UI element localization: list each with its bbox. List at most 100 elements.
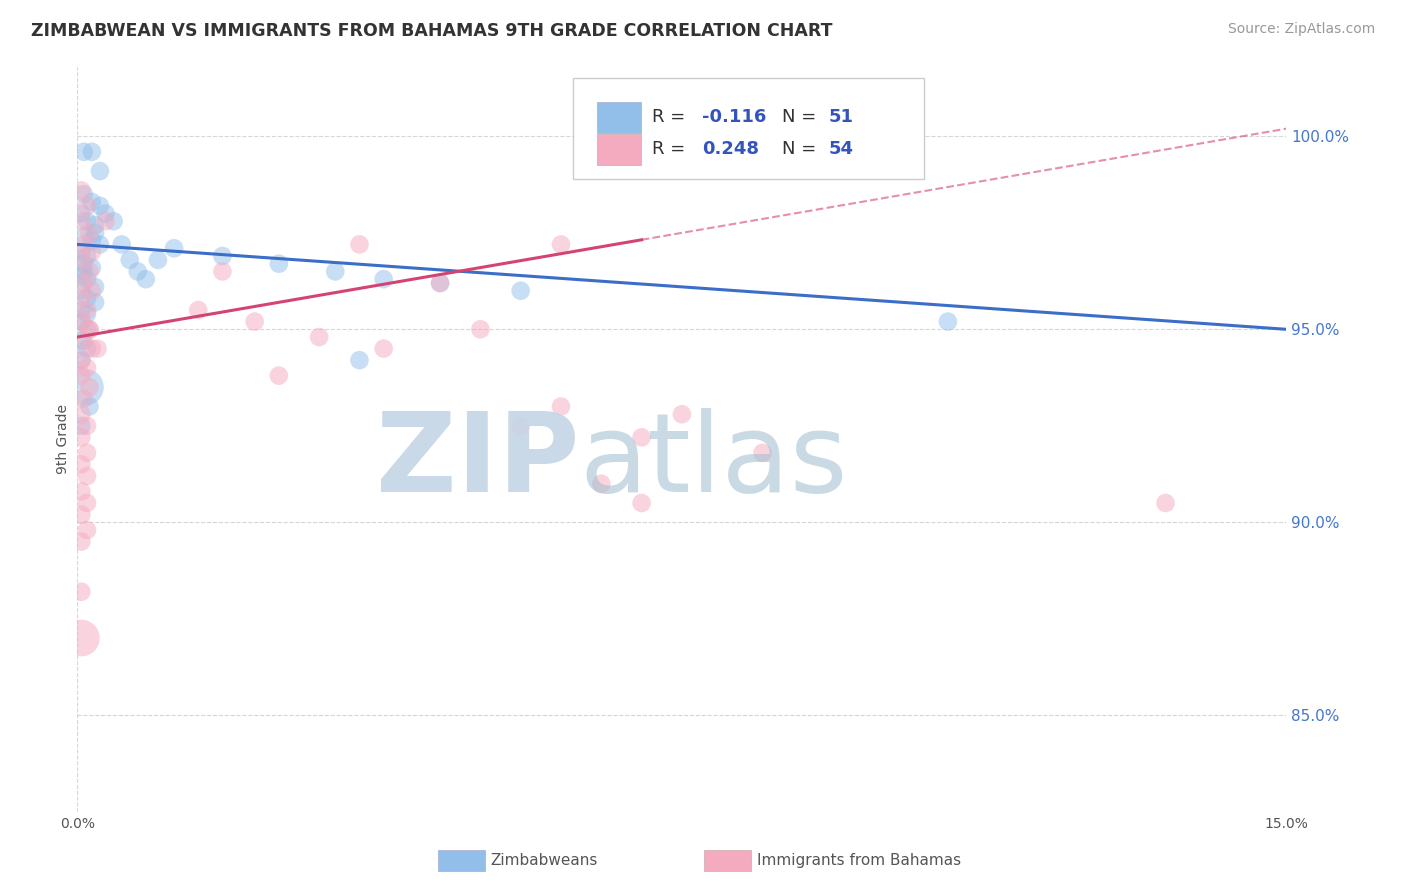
FancyBboxPatch shape (703, 850, 751, 871)
Point (373, 342, 395, 356)
Point (84, 280, 107, 294)
FancyBboxPatch shape (598, 134, 641, 165)
Point (76, 249, 98, 263)
Point (187, 303, 209, 318)
Point (550, 237, 572, 252)
Point (76, 446, 98, 460)
Point (76, 272, 98, 286)
Point (509, 418, 531, 433)
Point (509, 284, 531, 298)
Point (70, 315, 93, 329)
Point (80, 234, 103, 248)
Point (76, 496, 98, 510)
Point (84, 226, 107, 240)
Point (70, 430, 93, 444)
Point (79, 400, 101, 414)
Point (70, 368, 93, 383)
Point (80, 145, 103, 159)
Point (86, 342, 108, 356)
Point (73, 264, 96, 278)
Point (89, 199, 111, 213)
Point (73, 237, 96, 252)
Text: ZIP: ZIP (375, 409, 579, 516)
Point (80, 342, 103, 356)
Text: Immigrants from Bahamas: Immigrants from Bahamas (756, 853, 962, 868)
Point (70, 303, 93, 318)
Point (76, 418, 98, 433)
Point (79, 380, 101, 394)
Point (94, 206, 117, 220)
Point (591, 145, 613, 159)
Point (630, 430, 652, 444)
Point (73, 145, 96, 159)
Point (267, 368, 290, 383)
Point (70, 631, 93, 645)
Point (671, 407, 693, 421)
Point (89, 237, 111, 252)
Point (80, 260, 103, 275)
Point (73, 334, 96, 348)
Point (76, 199, 98, 213)
Point (429, 276, 451, 290)
Point (76, 342, 98, 356)
Point (79, 322, 101, 336)
Point (1154, 496, 1177, 510)
FancyBboxPatch shape (574, 78, 924, 178)
Point (79, 264, 101, 278)
Point (70, 418, 93, 433)
Point (75, 380, 97, 394)
Point (211, 249, 233, 263)
Text: N =: N = (782, 140, 823, 158)
Point (79, 226, 101, 240)
Point (84, 295, 107, 310)
Point (76, 292, 98, 306)
Point (79, 322, 101, 336)
Point (70, 252, 93, 267)
Y-axis label: 9th Grade: 9th Grade (56, 404, 70, 475)
Point (111, 237, 134, 252)
Point (70, 508, 93, 522)
Point (146, 252, 169, 267)
Point (550, 400, 572, 414)
Point (76, 469, 98, 483)
Point (751, 446, 773, 460)
Point (936, 315, 959, 329)
Point (243, 315, 266, 329)
Text: 51: 51 (828, 108, 853, 126)
Point (80, 194, 103, 209)
Point (89, 164, 111, 178)
Point (76, 303, 98, 318)
Point (84, 218, 107, 232)
Text: Source: ZipAtlas.com: Source: ZipAtlas.com (1227, 22, 1375, 37)
Point (323, 264, 346, 278)
Point (76, 322, 98, 336)
Text: Zimbabweans: Zimbabweans (491, 853, 598, 868)
FancyBboxPatch shape (598, 102, 641, 133)
Text: atlas: atlas (579, 409, 848, 516)
Point (70, 534, 93, 549)
Text: R =: R = (652, 108, 690, 126)
Point (70, 183, 93, 197)
Point (73, 276, 96, 290)
Point (135, 272, 157, 286)
Point (349, 353, 371, 368)
Point (349, 237, 371, 252)
Point (70, 353, 93, 368)
Point (70, 214, 93, 228)
Point (70, 458, 93, 472)
Text: R =: R = (652, 140, 690, 158)
Point (118, 252, 141, 267)
Point (267, 257, 290, 271)
Point (630, 496, 652, 510)
Point (70, 584, 93, 599)
Point (70, 245, 93, 260)
Text: 0.248: 0.248 (703, 140, 759, 158)
Point (373, 272, 395, 286)
Text: ZIMBABWEAN VS IMMIGRANTS FROM BAHAMAS 9TH GRADE CORRELATION CHART: ZIMBABWEAN VS IMMIGRANTS FROM BAHAMAS 9T… (31, 22, 832, 40)
Point (429, 276, 451, 290)
Point (80, 284, 103, 298)
Text: -0.116: -0.116 (703, 108, 766, 126)
Point (211, 264, 233, 278)
Point (70, 315, 93, 329)
Point (70, 268, 93, 283)
